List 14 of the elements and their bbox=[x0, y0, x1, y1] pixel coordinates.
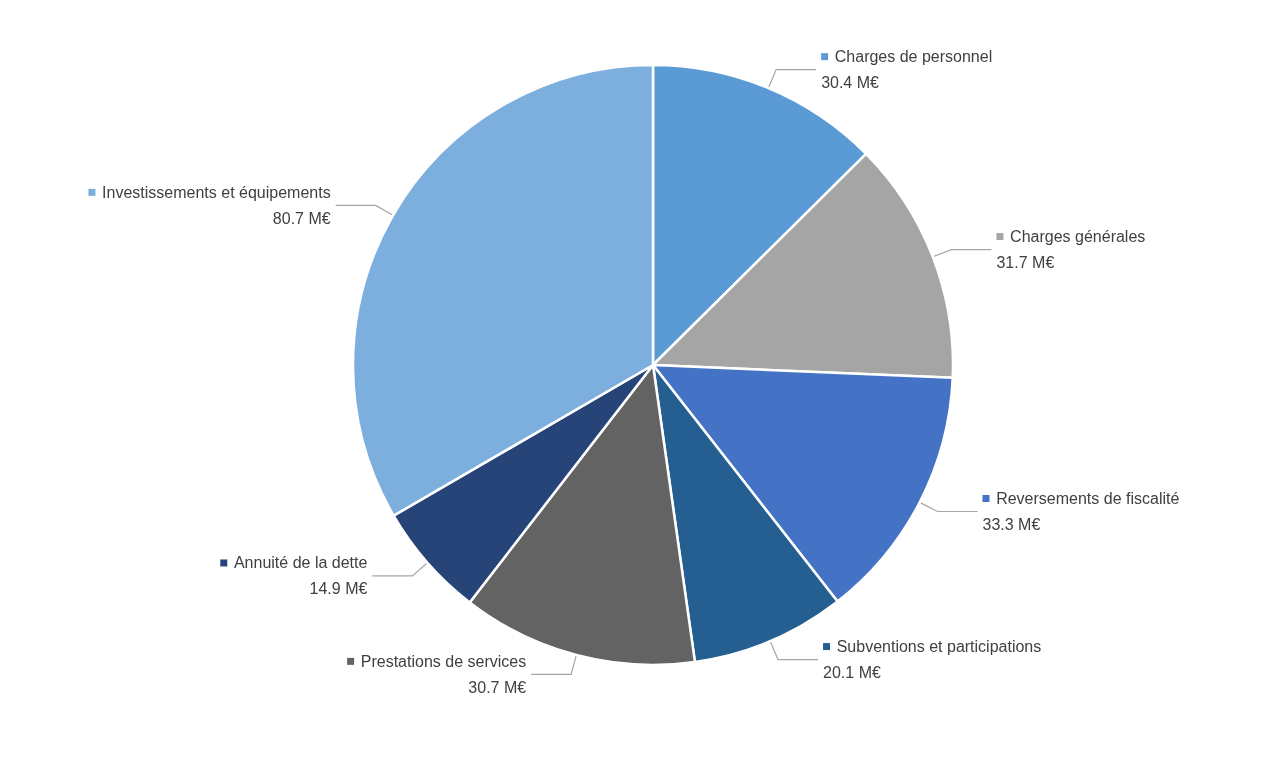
data-label: 30.7 M€ bbox=[468, 678, 527, 696]
data-label: 31.7 M€ bbox=[996, 254, 1055, 272]
legend-label: Reversements de fiscalité bbox=[996, 490, 1180, 507]
legend-label: Charges de personnel bbox=[834, 48, 993, 66]
legend-label: Annuité de la dette bbox=[233, 554, 368, 572]
data-label: 30.4 M€ bbox=[821, 74, 880, 92]
legend-label: Investissements et équipements bbox=[102, 183, 331, 201]
legend-label: Prestations de services bbox=[360, 652, 527, 670]
data-label: 14.9 M€ bbox=[309, 580, 368, 598]
data-label: 80.7 M€ bbox=[272, 209, 331, 227]
data-label: 20.1 M€ bbox=[823, 664, 881, 682]
data-label: 33.3 M€ bbox=[982, 516, 1041, 533]
legend-label: Subventions et participations bbox=[836, 638, 1042, 656]
legend-label: Charges générales bbox=[1010, 228, 1146, 246]
